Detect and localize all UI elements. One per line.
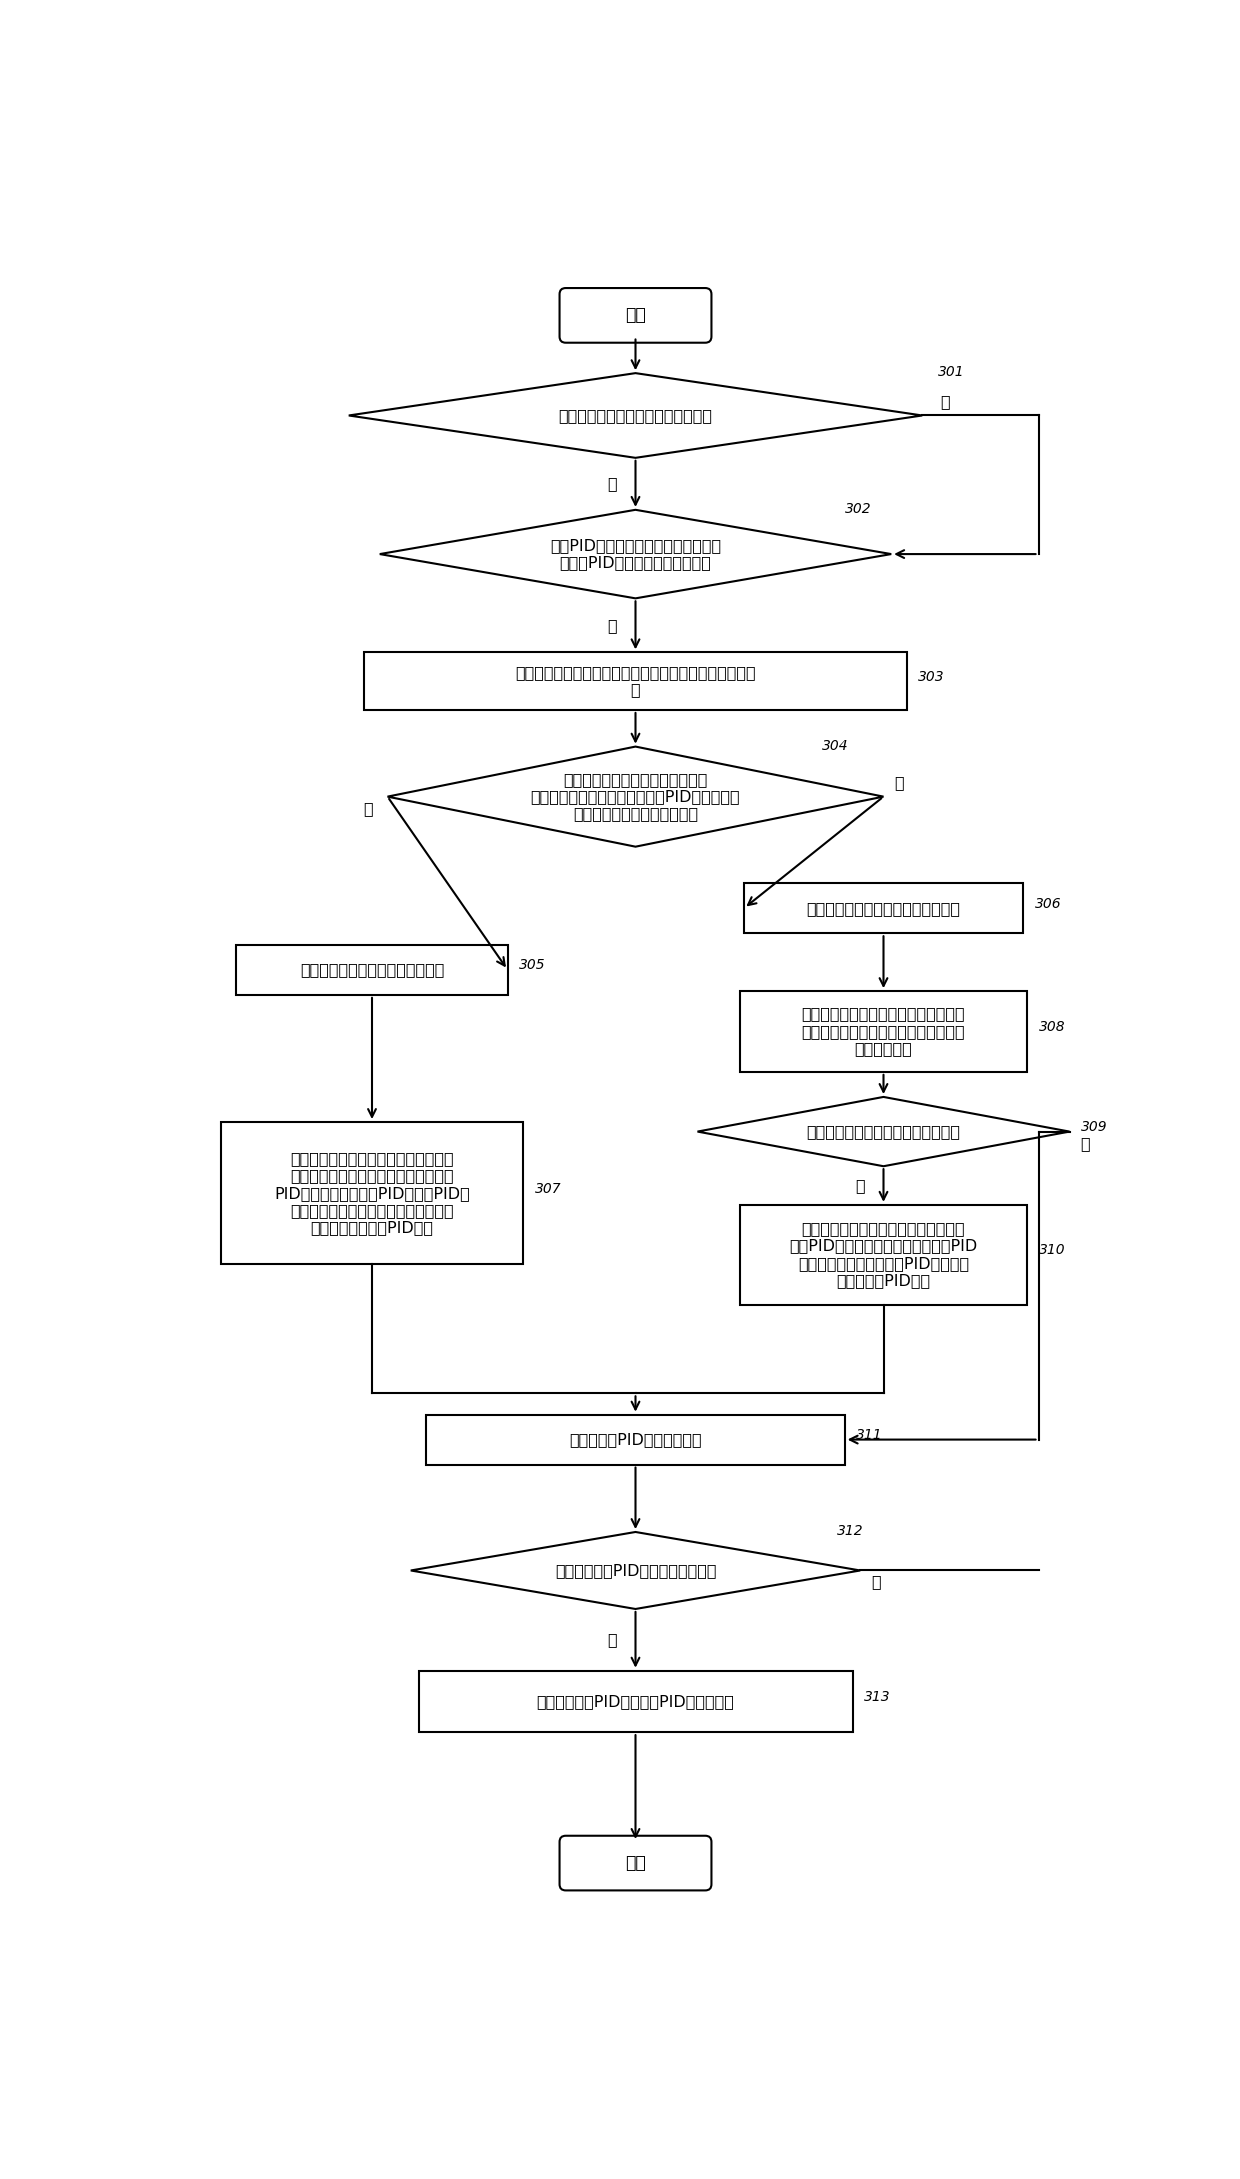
Text: 304: 304 xyxy=(821,739,848,754)
FancyBboxPatch shape xyxy=(559,288,712,342)
Text: 313: 313 xyxy=(864,1691,890,1704)
Text: 302: 302 xyxy=(844,501,872,516)
Text: 303: 303 xyxy=(919,669,945,684)
Text: 否: 否 xyxy=(941,394,950,410)
Text: 根据整定后的PID参数进行PID控制的操作: 根据整定后的PID参数进行PID控制的操作 xyxy=(537,1693,734,1708)
Text: 312: 312 xyxy=(837,1525,863,1538)
Bar xyxy=(419,1671,853,1732)
Text: 301: 301 xyxy=(937,366,965,379)
Bar xyxy=(427,1414,844,1464)
Bar xyxy=(740,991,1027,1072)
Text: 307: 307 xyxy=(534,1181,562,1196)
Text: 否: 否 xyxy=(1080,1135,1090,1151)
Text: 判断整定后的PID参数是否通过校验: 判断整定后的PID参数是否通过校验 xyxy=(554,1562,717,1578)
Text: 否: 否 xyxy=(870,1575,880,1588)
Text: 在控制周期中记录被控系统的预设调整对象的实时实际位
置: 在控制周期中记录被控系统的预设调整对象的实时实际位 置 xyxy=(515,665,756,697)
Bar xyxy=(237,946,507,996)
Polygon shape xyxy=(387,747,883,848)
Text: 计算实时给定位置达到目标位置的时刻
与实时实际位置达到目标位置的时刻之
间的时间差值: 计算实时给定位置达到目标位置的时刻 与实时实际位置达到目标位置的时刻之 间的时间… xyxy=(802,1007,965,1057)
FancyBboxPatch shape xyxy=(559,1835,712,1891)
Text: 开始: 开始 xyxy=(625,307,646,325)
Polygon shape xyxy=(379,510,892,599)
Text: 305: 305 xyxy=(520,959,546,972)
Text: 确定被控系统的预设调整对象未超调: 确定被控系统的预设调整对象未超调 xyxy=(806,900,961,915)
Text: 判断时间差值是否大于预设时间差值: 判断时间差值是否大于预设时间差值 xyxy=(806,1124,961,1140)
Bar xyxy=(740,1205,1027,1305)
Text: 对整定后的PID参数进行校验: 对整定后的PID参数进行校验 xyxy=(569,1432,702,1447)
Text: 判断PID控制器输出的实时给定位置是
否等于PID控制器设定的目标位置: 判断PID控制器输出的实时给定位置是 否等于PID控制器设定的目标位置 xyxy=(549,538,722,571)
Text: 是: 是 xyxy=(608,619,618,632)
Polygon shape xyxy=(348,373,923,458)
Bar xyxy=(744,882,1023,933)
Text: 311: 311 xyxy=(857,1427,883,1442)
Text: 结束: 结束 xyxy=(625,1854,646,1872)
Bar xyxy=(365,652,906,710)
Polygon shape xyxy=(697,1096,1069,1166)
Text: 计算时间差值与预设时间差值的比值，
作为PID参数的增大比例系数，按照PID
参数的增大比例系数增大PID参数，形
成整定后的PID参数: 计算时间差值与预设时间差值的比值， 作为PID参数的增大比例系数，按照PID 参… xyxy=(790,1220,977,1288)
Text: 判断风力发电机组是否处于变桨状态: 判断风力发电机组是否处于变桨状态 xyxy=(558,407,713,423)
Text: 310: 310 xyxy=(1039,1244,1065,1257)
Text: 根据当前时刻之前预设数量控制周期的
预设调整对象的实时实际位置及预设的
PID公式计算整定后的PID参数，PID公
式的参数包括目标位置、预设调整对象
的实时实: 根据当前时刻之前预设数量控制周期的 预设调整对象的实时实际位置及预设的 PID公… xyxy=(274,1151,470,1235)
Text: 是: 是 xyxy=(608,1632,618,1647)
Text: 是: 是 xyxy=(363,800,373,815)
Bar xyxy=(221,1122,523,1264)
Text: 是: 是 xyxy=(856,1179,866,1192)
Text: 是: 是 xyxy=(608,477,618,490)
Text: 确定被控系统的预设调整对象超调: 确定被控系统的预设调整对象超调 xyxy=(300,963,444,978)
Text: 309: 309 xyxy=(1081,1120,1107,1133)
Polygon shape xyxy=(410,1532,861,1608)
Text: 306: 306 xyxy=(1034,898,1061,911)
Text: 若被控系统的预设调整对象的实时
实际位置等于目标位置，则判断PID控制器的实
时输出速度是否大于预设阈值: 若被控系统的预设调整对象的实时 实际位置等于目标位置，则判断PID控制器的实 时… xyxy=(531,771,740,821)
Text: 否: 否 xyxy=(894,776,904,791)
Text: 308: 308 xyxy=(1039,1020,1065,1033)
